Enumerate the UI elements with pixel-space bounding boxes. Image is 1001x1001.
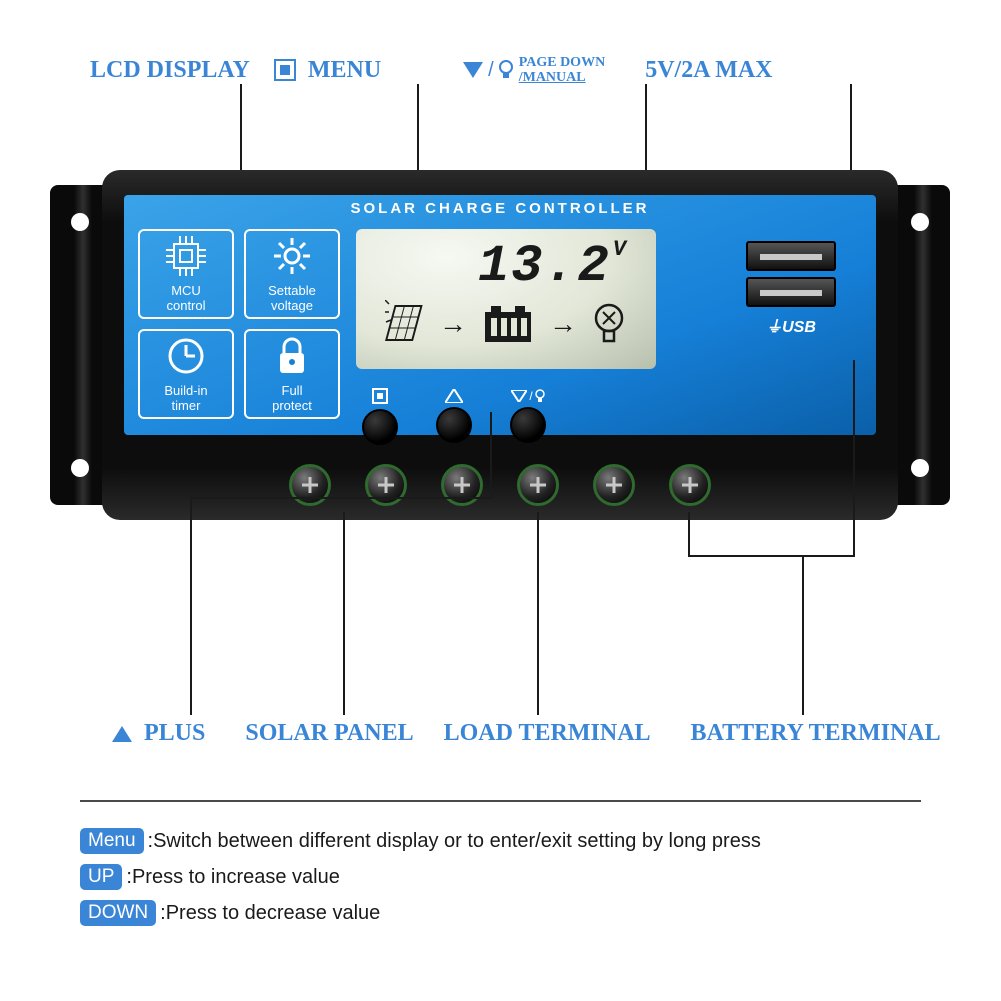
usb-slot-2[interactable]	[746, 277, 836, 307]
callout-load-line	[537, 512, 539, 715]
lcd-unit: V	[613, 237, 628, 262]
feature-mcu: MCUcontrol	[138, 229, 234, 319]
up-button-group	[436, 389, 472, 443]
label-menu-group: MENU	[270, 57, 381, 84]
feature-settable: Settablevoltage	[244, 229, 340, 319]
terminal-6[interactable]	[669, 464, 711, 506]
feature-timer: Build-intimer	[138, 329, 234, 419]
device-body: SOLAR CHARGE CONTROLLER MCUcontrol	[102, 170, 898, 520]
feature-settable-text: Settablevoltage	[268, 284, 316, 313]
instruction-menu-text: :Switch between different display or to …	[148, 830, 761, 853]
battery-icon	[481, 302, 535, 346]
pill-down: DOWN	[80, 900, 156, 926]
mount-hole	[71, 213, 89, 231]
lcd-value: 13.2	[478, 237, 611, 296]
mount-hole	[911, 459, 929, 477]
bulb-load-icon	[591, 302, 627, 346]
label-plus: PLUS	[144, 720, 205, 747]
lock-icon	[246, 332, 338, 380]
feature-mcu-text: MCUcontrol	[166, 284, 205, 313]
device: SOLAR CHARGE CONTROLLER MCUcontrol	[50, 170, 950, 520]
label-solar-panel: SOLAR PANEL	[245, 720, 413, 747]
terminal-3[interactable]	[441, 464, 483, 506]
label-lcd-display: LCD DISPLAY	[90, 57, 250, 84]
mount-bracket-left	[50, 185, 110, 505]
gear-icon	[246, 232, 338, 280]
arrow-icon: →	[549, 308, 577, 340]
up-triangle-icon	[112, 726, 132, 742]
mount-hole	[911, 213, 929, 231]
instruction-up-text: :Press to increase value	[126, 866, 339, 889]
feature-timer-text: Build-intimer	[164, 384, 207, 413]
menu-button-group	[362, 387, 398, 445]
lcd-reading: 13.2V	[364, 237, 648, 296]
usb-port: ⏚USB	[726, 235, 856, 395]
menu-button[interactable]	[362, 409, 398, 445]
instruction-down: DOWN :Press to decrease value	[80, 900, 921, 926]
terminal-2[interactable]	[365, 464, 407, 506]
lcd-screen: 13.2V → →	[356, 229, 656, 369]
label-pagedown-group: / PAGE DOWN /MANUAL	[461, 55, 605, 86]
label-load-terminal: LOAD TERMINAL	[444, 720, 651, 747]
callout-plus-v1	[490, 412, 492, 497]
terminal-1[interactable]	[289, 464, 331, 506]
usb-label: ⏚USB	[726, 313, 856, 337]
down-button-icon: /	[511, 389, 544, 403]
label-plus-group: PLUS	[110, 720, 205, 747]
instruction-up: UP :Press to increase value	[80, 864, 921, 890]
device-title: SOLAR CHARGE CONTROLLER	[124, 195, 876, 217]
label-battery-terminal: BATTERY TERMINAL	[691, 720, 941, 747]
callout-battery-v3	[802, 555, 804, 715]
label-pagedown: PAGE DOWN /MANUAL	[519, 55, 605, 86]
arrow-icon: →	[439, 308, 467, 340]
feature-protect-text: Fullprotect	[272, 384, 312, 413]
instruction-menu: Menu :Switch between different display o…	[80, 828, 921, 854]
up-button-icon	[445, 389, 463, 403]
chip-icon	[140, 232, 232, 280]
slash-icon: /	[488, 59, 494, 82]
lcd-icons: → →	[364, 300, 648, 348]
menu-button-icon	[371, 387, 389, 405]
callout-battery-v2	[688, 512, 690, 555]
top-labels-row: LCD DISPLAY MENU / PAGE DOWN /MANUAL 5V/…	[0, 55, 1001, 86]
bulb-icon	[497, 59, 515, 81]
label-pagedown-l1: PAGE DOWN	[519, 55, 605, 70]
terminal-4[interactable]	[517, 464, 559, 506]
usb-slot-1[interactable]	[746, 241, 836, 271]
callout-solar-line	[343, 512, 345, 715]
button-row: /	[362, 387, 546, 445]
callout-battery-h	[688, 555, 855, 557]
down-button-group: /	[510, 389, 546, 443]
bottom-labels-row: PLUS SOLAR PANEL LOAD TERMINAL BATTERY T…	[0, 720, 1001, 747]
feature-grid: MCUcontrol Settablevoltage Build-intimer	[138, 229, 340, 419]
callout-plus-h	[190, 497, 492, 499]
blue-panel: SOLAR CHARGE CONTROLLER MCUcontrol	[124, 195, 876, 435]
clock-icon	[140, 332, 232, 380]
instructions: Menu :Switch between different display o…	[80, 800, 921, 936]
label-usb-max: 5V/2A MAX	[645, 57, 772, 84]
callout-battery-v1	[853, 360, 855, 555]
callout-plus-v2	[190, 497, 192, 715]
mount-bracket-right	[890, 185, 950, 505]
terminal-5[interactable]	[593, 464, 635, 506]
mount-hole	[71, 459, 89, 477]
up-button[interactable]	[436, 407, 472, 443]
menu-icon	[274, 59, 296, 81]
label-pagedown-l2: /MANUAL	[519, 70, 586, 85]
label-menu: MENU	[308, 57, 381, 84]
pill-up: UP	[80, 864, 122, 890]
pill-menu: Menu	[80, 828, 144, 854]
terminal-row	[289, 464, 711, 506]
instruction-down-text: :Press to decrease value	[160, 902, 380, 925]
down-triangle-icon	[463, 62, 483, 78]
down-button[interactable]	[510, 407, 546, 443]
feature-protect: Fullprotect	[244, 329, 340, 419]
solar-panel-icon	[385, 300, 425, 348]
